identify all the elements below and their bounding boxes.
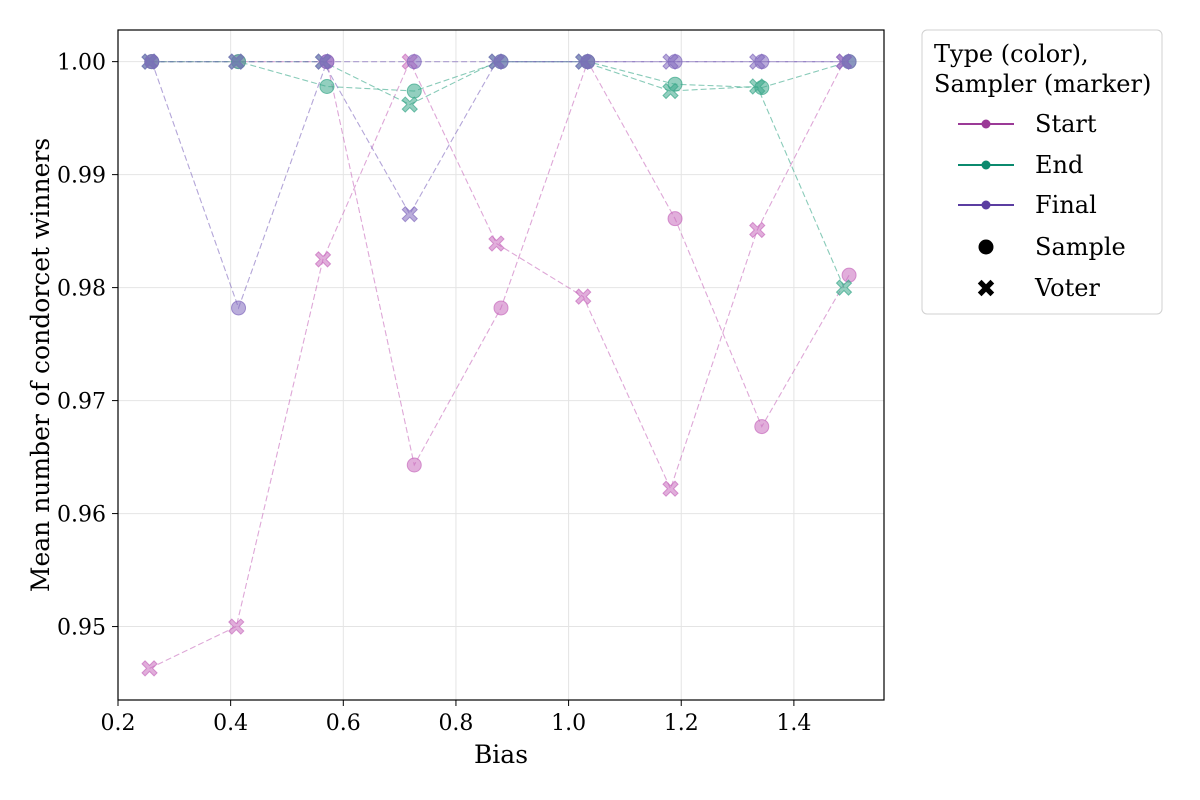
legend-swatch-dot-end	[981, 160, 991, 170]
data-point-end-voter	[662, 82, 679, 100]
data-point-start-voter	[575, 288, 592, 305]
data-point-final-voter	[835, 53, 853, 70]
data-point-final-voter	[141, 53, 158, 70]
grid	[117, 30, 884, 700]
data-point-final-voter	[575, 53, 592, 70]
data-point-start-sample	[754, 419, 770, 435]
y-tick-label: 0.97	[57, 390, 106, 415]
data-point-final-voter	[228, 53, 245, 70]
data-point-final-voter	[662, 53, 679, 70]
legend-entries: Start End Final Sample Voter	[958, 110, 1126, 302]
legend-swatch-dot-final	[981, 200, 991, 210]
legend-title-line2: Sampler (marker)	[934, 70, 1151, 98]
x-axis-ticks: 0.2 0.4 0.6 0.8 1.0 1.2 1.4	[101, 700, 811, 736]
legend-marker-circle	[978, 239, 994, 255]
series-markers-start-sample	[144, 54, 857, 473]
data-point-start-voter	[749, 221, 766, 239]
series-line-start-sample	[151, 60, 850, 467]
data-point-end-voter	[401, 96, 418, 113]
legend-label-final: Final	[1035, 191, 1097, 219]
data-point-start-voter	[314, 251, 332, 268]
legend-label-sample: Sample	[1035, 233, 1126, 261]
data-point-final-voter	[314, 53, 332, 70]
series-line-final-sample	[151, 61, 850, 310]
data-point-final-voter	[488, 53, 505, 70]
data-point-final-sample	[231, 300, 247, 316]
data-point-end-sample	[406, 83, 422, 99]
data-point-start-voter	[662, 480, 679, 497]
x-tick-label: 0.2	[101, 711, 136, 736]
data-point-end-sample	[319, 78, 335, 94]
data-point-end-voter	[835, 279, 853, 296]
x-tick-label: 0.8	[438, 711, 473, 736]
x-tick-label: 0.6	[326, 711, 361, 736]
y-axis-ticks: 0.95 0.96 0.97 0.98 0.99 1.00	[57, 51, 118, 641]
legend-title-line1: Type (color),	[934, 40, 1089, 68]
y-axis-title: Mean number of condorcet winners	[26, 138, 55, 592]
legend: Type (color), Sampler (marker) Start End F…	[921, 29, 1163, 315]
data-point-start-voter	[488, 235, 505, 252]
data-point-final-voter	[401, 205, 418, 223]
y-tick-label: 0.96	[57, 503, 106, 528]
legend-label-end: End	[1035, 151, 1083, 179]
data-point-start-sample	[406, 457, 422, 473]
data-point-end-voter	[749, 78, 766, 95]
x-axis-title: Bias	[474, 740, 528, 769]
x-tick-label: 1.2	[664, 711, 699, 736]
data-point-start-voter	[228, 618, 245, 635]
series-line-start-voter	[149, 60, 845, 669]
data-point-final-voter	[749, 53, 766, 70]
x-tick-label: 0.4	[213, 711, 248, 736]
series-markers-start-voter	[141, 53, 853, 677]
series-lines	[149, 60, 850, 669]
series-line-end-voter	[149, 61, 845, 288]
series-line-final-voter	[149, 61, 845, 216]
plot-frame	[117, 29, 885, 701]
y-tick-label: 1.00	[57, 51, 106, 76]
y-tick-label: 0.98	[57, 277, 106, 302]
data-point-start-sample	[667, 211, 683, 227]
legend-label-voter: Voter	[1034, 274, 1100, 302]
y-tick-label: 0.95	[57, 616, 106, 641]
x-tick-label: 1.0	[551, 711, 586, 736]
series-line-end-sample	[151, 61, 850, 92]
data-point-final-sample	[406, 54, 422, 70]
series-markers-final-voter	[141, 53, 853, 223]
data-markers	[141, 53, 857, 677]
data-point-start-voter	[141, 660, 158, 677]
series-markers-final-sample	[144, 54, 857, 316]
x-tick-label: 1.4	[776, 711, 811, 736]
legend-marker-x	[977, 279, 995, 297]
y-tick-label: 0.99	[57, 164, 106, 189]
data-point-start-sample	[493, 300, 509, 316]
legend-label-start: Start	[1035, 110, 1097, 138]
legend-swatch-dot-start	[981, 119, 991, 129]
